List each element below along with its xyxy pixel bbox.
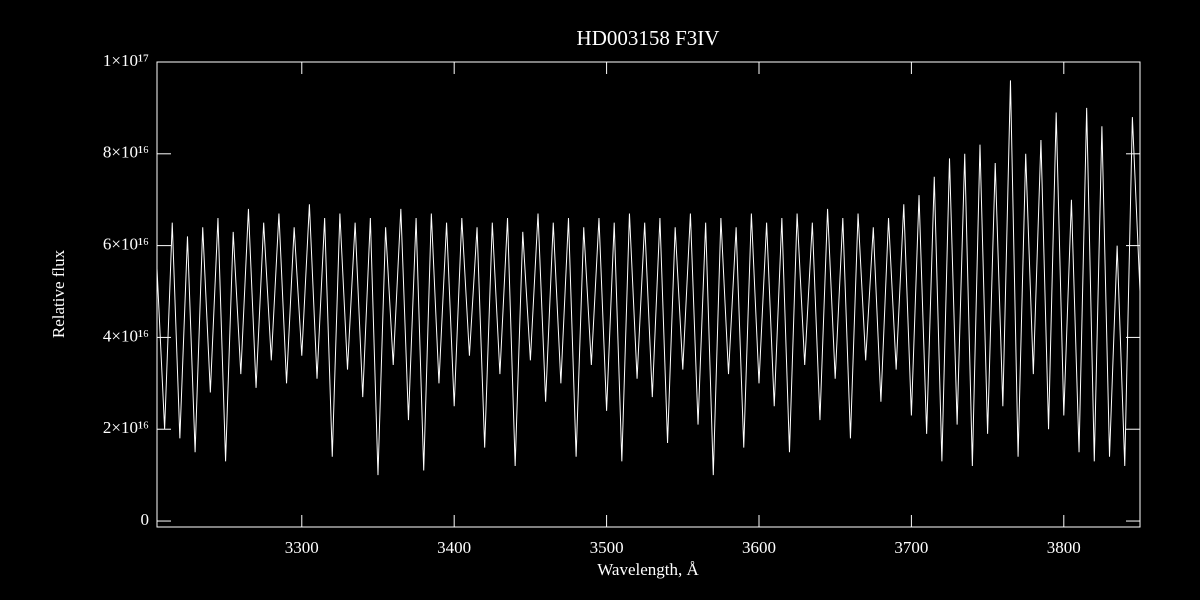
x-tick-label: 3300 [285,538,319,557]
x-tick-label: 3800 [1047,538,1081,557]
spectrum-line [156,80,1141,476]
x-tick-label: 3700 [894,538,928,557]
y-axis-label: Relative flux [49,249,68,338]
y-tick-label: 2×10¹⁶ [103,418,149,437]
y-tick-label: 4×10¹⁶ [103,326,149,345]
y-tick-label: 8×10¹⁶ [103,143,149,162]
x-axis-label: Wavelength, Å [597,560,699,579]
y-tick-label: 1×10¹⁷ [103,51,149,70]
y-tick-label: 6×10¹⁶ [103,235,149,254]
y-tick-label: 0 [141,510,150,529]
plot-frame [156,61,1141,528]
x-tick-label: 3400 [437,538,471,557]
chart-title: HD003158 F3IV [577,26,720,50]
x-tick-label: 3600 [742,538,776,557]
x-tick-label: 3500 [590,538,624,557]
